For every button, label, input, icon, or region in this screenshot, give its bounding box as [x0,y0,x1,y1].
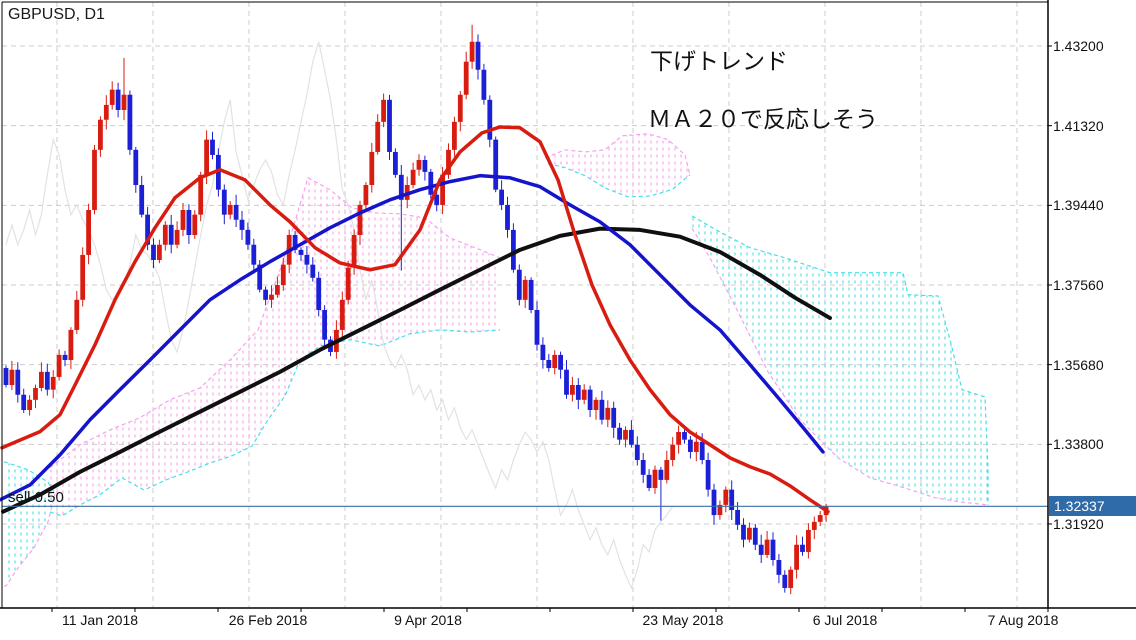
date-axis-label: 23 May 2018 [642,612,724,628]
date-axis-label: 7 Aug 2018 [987,612,1059,628]
open-position-label: sell 0.50 [8,489,64,506]
price-axis-label: 1.33800 [1053,436,1104,453]
price-axis-label: 1.39440 [1053,197,1104,214]
price-axis-label: 1.37560 [1053,276,1104,293]
price-axis-label: 1.41320 [1053,117,1104,134]
date-axis-label: 9 Apr 2018 [394,612,462,628]
annotation-trend-text: 下げトレンド [650,48,788,74]
price-axis-label: 1.43200 [1053,38,1104,55]
current-price-badge: 1.32337 [1049,496,1136,517]
price-axis-label: 1.35680 [1053,356,1104,373]
annotation-ma-text: ＭＡ２０で反応しそう [648,106,878,132]
symbol-timeframe-label: GBPUSD, D1 [8,6,105,23]
date-axis-label: 11 Jan 2018 [61,612,139,628]
date-axis-label: 26 Feb 2018 [228,612,308,628]
date-axis-label: 6 Jul 2018 [812,612,878,628]
price-axis-label: 1.31920 [1053,515,1104,532]
